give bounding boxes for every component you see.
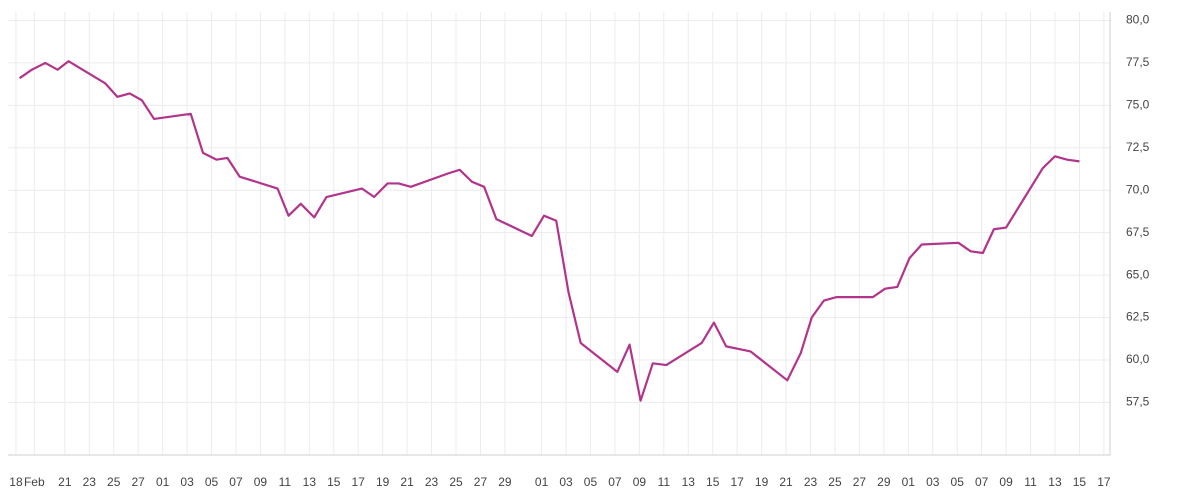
x-tick-label: 13: [303, 475, 317, 489]
x-tick-label: 01: [902, 475, 916, 489]
x-tick-label: 11: [1024, 475, 1037, 489]
x-tick-label: 25: [449, 475, 463, 489]
y-tick-label: 77,5: [1126, 55, 1150, 69]
x-tick-label: 15: [1073, 475, 1087, 489]
y-tick-label: 75,0: [1126, 98, 1150, 112]
x-tick-label: 18: [9, 475, 23, 489]
x-tick-label: 19: [376, 475, 390, 489]
x-tick-label: 07: [975, 475, 989, 489]
x-tick-label: 05: [584, 475, 598, 489]
x-tick-label: 09: [633, 475, 647, 489]
y-tick-label: 65,0: [1126, 267, 1150, 281]
x-tick-label: 01: [535, 475, 549, 489]
x-tick-label: 29: [498, 475, 512, 489]
x-tick-label: 13: [1048, 475, 1062, 489]
y-tick-label: 70,0: [1126, 182, 1150, 196]
x-tick-label: 09: [254, 475, 268, 489]
series-line: [18, 60, 1080, 402]
x-tick-label: 17: [730, 475, 744, 489]
x-tick-label: 27: [132, 475, 146, 489]
x-tick-label: 03: [559, 475, 573, 489]
y-tick-label: 57,5: [1126, 395, 1150, 409]
x-tick-label: 05: [205, 475, 219, 489]
x-tick-label: 23: [804, 475, 818, 489]
x-tick-label: 23: [83, 475, 97, 489]
x-tick-label: 11: [658, 475, 671, 489]
x-tick-label: 07: [229, 475, 243, 489]
x-tick-label: 17: [1097, 475, 1111, 489]
x-tick-label: 25: [107, 475, 121, 489]
x-tick-label: 27: [474, 475, 488, 489]
x-tick-label: 21: [58, 475, 72, 489]
x-tick-label: 29: [877, 475, 891, 489]
x-tick-label: 19: [755, 475, 769, 489]
x-tick-label: 03: [180, 475, 194, 489]
x-tick-label: 05: [951, 475, 965, 489]
y-tick-label: 62,5: [1126, 310, 1150, 324]
x-tick-label: 15: [706, 475, 720, 489]
y-tick-label: 80,0: [1126, 13, 1150, 27]
x-tick-label: 21: [779, 475, 793, 489]
x-tick-label: Feb: [24, 475, 45, 489]
x-tick-label: 15: [327, 475, 341, 489]
x-tick-label: 17: [352, 475, 366, 489]
y-tick-label: 67,5: [1126, 225, 1150, 239]
x-tick-label: 13: [682, 475, 696, 489]
x-tick-label: 27: [853, 475, 867, 489]
x-tick-label: 07: [608, 475, 622, 489]
x-tick-label: 03: [926, 475, 940, 489]
x-tick-label: 25: [828, 475, 842, 489]
y-tick-label: 60,0: [1126, 352, 1150, 366]
y-tick-label: 72,5: [1126, 140, 1150, 154]
x-tick-label: 11: [279, 475, 292, 489]
x-tick-label: 23: [425, 475, 439, 489]
x-tick-label: 09: [999, 475, 1013, 489]
x-tick-label: 01: [156, 475, 170, 489]
x-tick-label: 21: [400, 475, 414, 489]
